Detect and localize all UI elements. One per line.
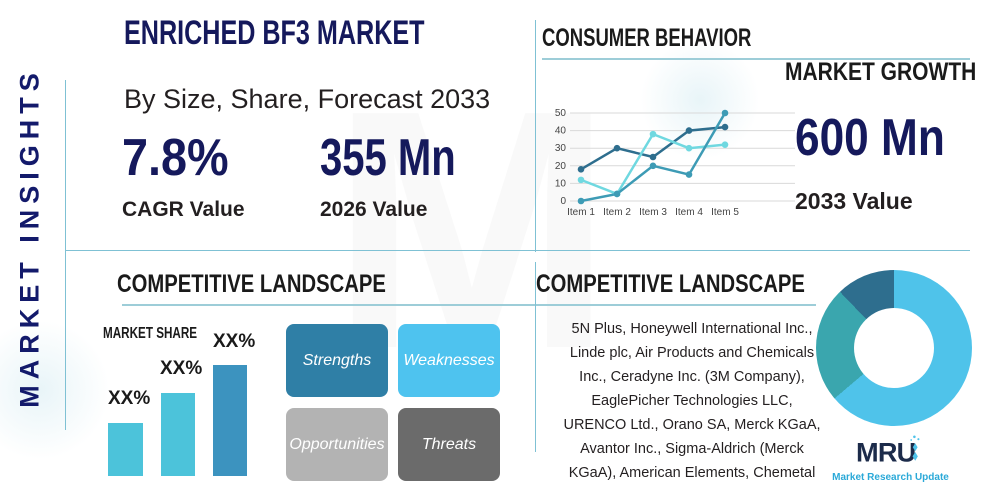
svg-text:Item 4: Item 4 [675,207,703,218]
svg-text:Item 2: Item 2 [603,207,631,218]
svg-text:Item 5: Item 5 [711,207,739,218]
svg-text:0: 0 [560,196,566,207]
svg-text:50: 50 [555,108,567,119]
svg-text:40: 40 [555,126,567,137]
svg-text:Item 1: Item 1 [567,207,595,218]
svg-text:20: 20 [555,161,567,172]
svg-text:MRU: MRU [856,437,916,468]
svg-text:10: 10 [555,178,567,189]
svg-text:Item 3: Item 3 [639,207,667,218]
svg-text:30: 30 [555,143,567,154]
